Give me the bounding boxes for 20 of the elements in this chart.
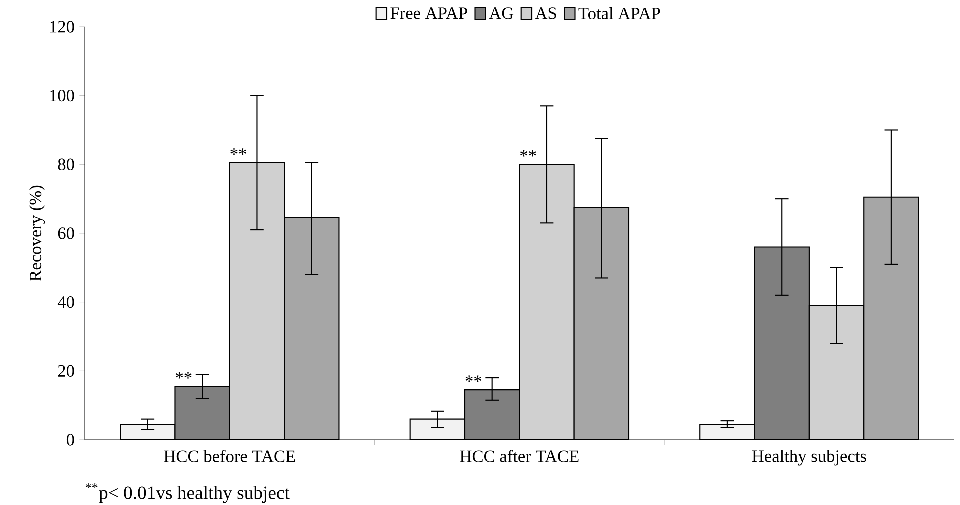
y-tick-label: 40: [58, 296, 74, 308]
text: $^{**}$p< 0.01vs healthy subject: [86, 484, 290, 504]
x-tick-label: Healthy subjects: [752, 450, 866, 466]
y-axis-title: Recovery (%): [29, 186, 46, 282]
y-tick-label: 0: [66, 434, 74, 446]
legend-label: AS: [535, 8, 556, 20]
y-tick-label: 80: [58, 158, 74, 170]
x-tick-label: HCC before TACE: [164, 450, 296, 462]
y-tick-label: 60: [58, 228, 74, 240]
legend-label: Total APAP: [578, 7, 660, 20]
annotation: **: [230, 148, 246, 156]
legend-label: Free APAP: [390, 8, 468, 20]
annotation: **: [466, 376, 482, 382]
y-tick-label: 20: [58, 365, 74, 377]
y-tick-label: 100: [50, 90, 74, 102]
annotation: **: [176, 372, 192, 379]
y-tick-label: 120: [50, 21, 74, 33]
legend-label: AG: [489, 8, 514, 20]
annotation: **: [520, 150, 536, 157]
x-tick-label: HCC after TACE: [460, 450, 579, 462]
